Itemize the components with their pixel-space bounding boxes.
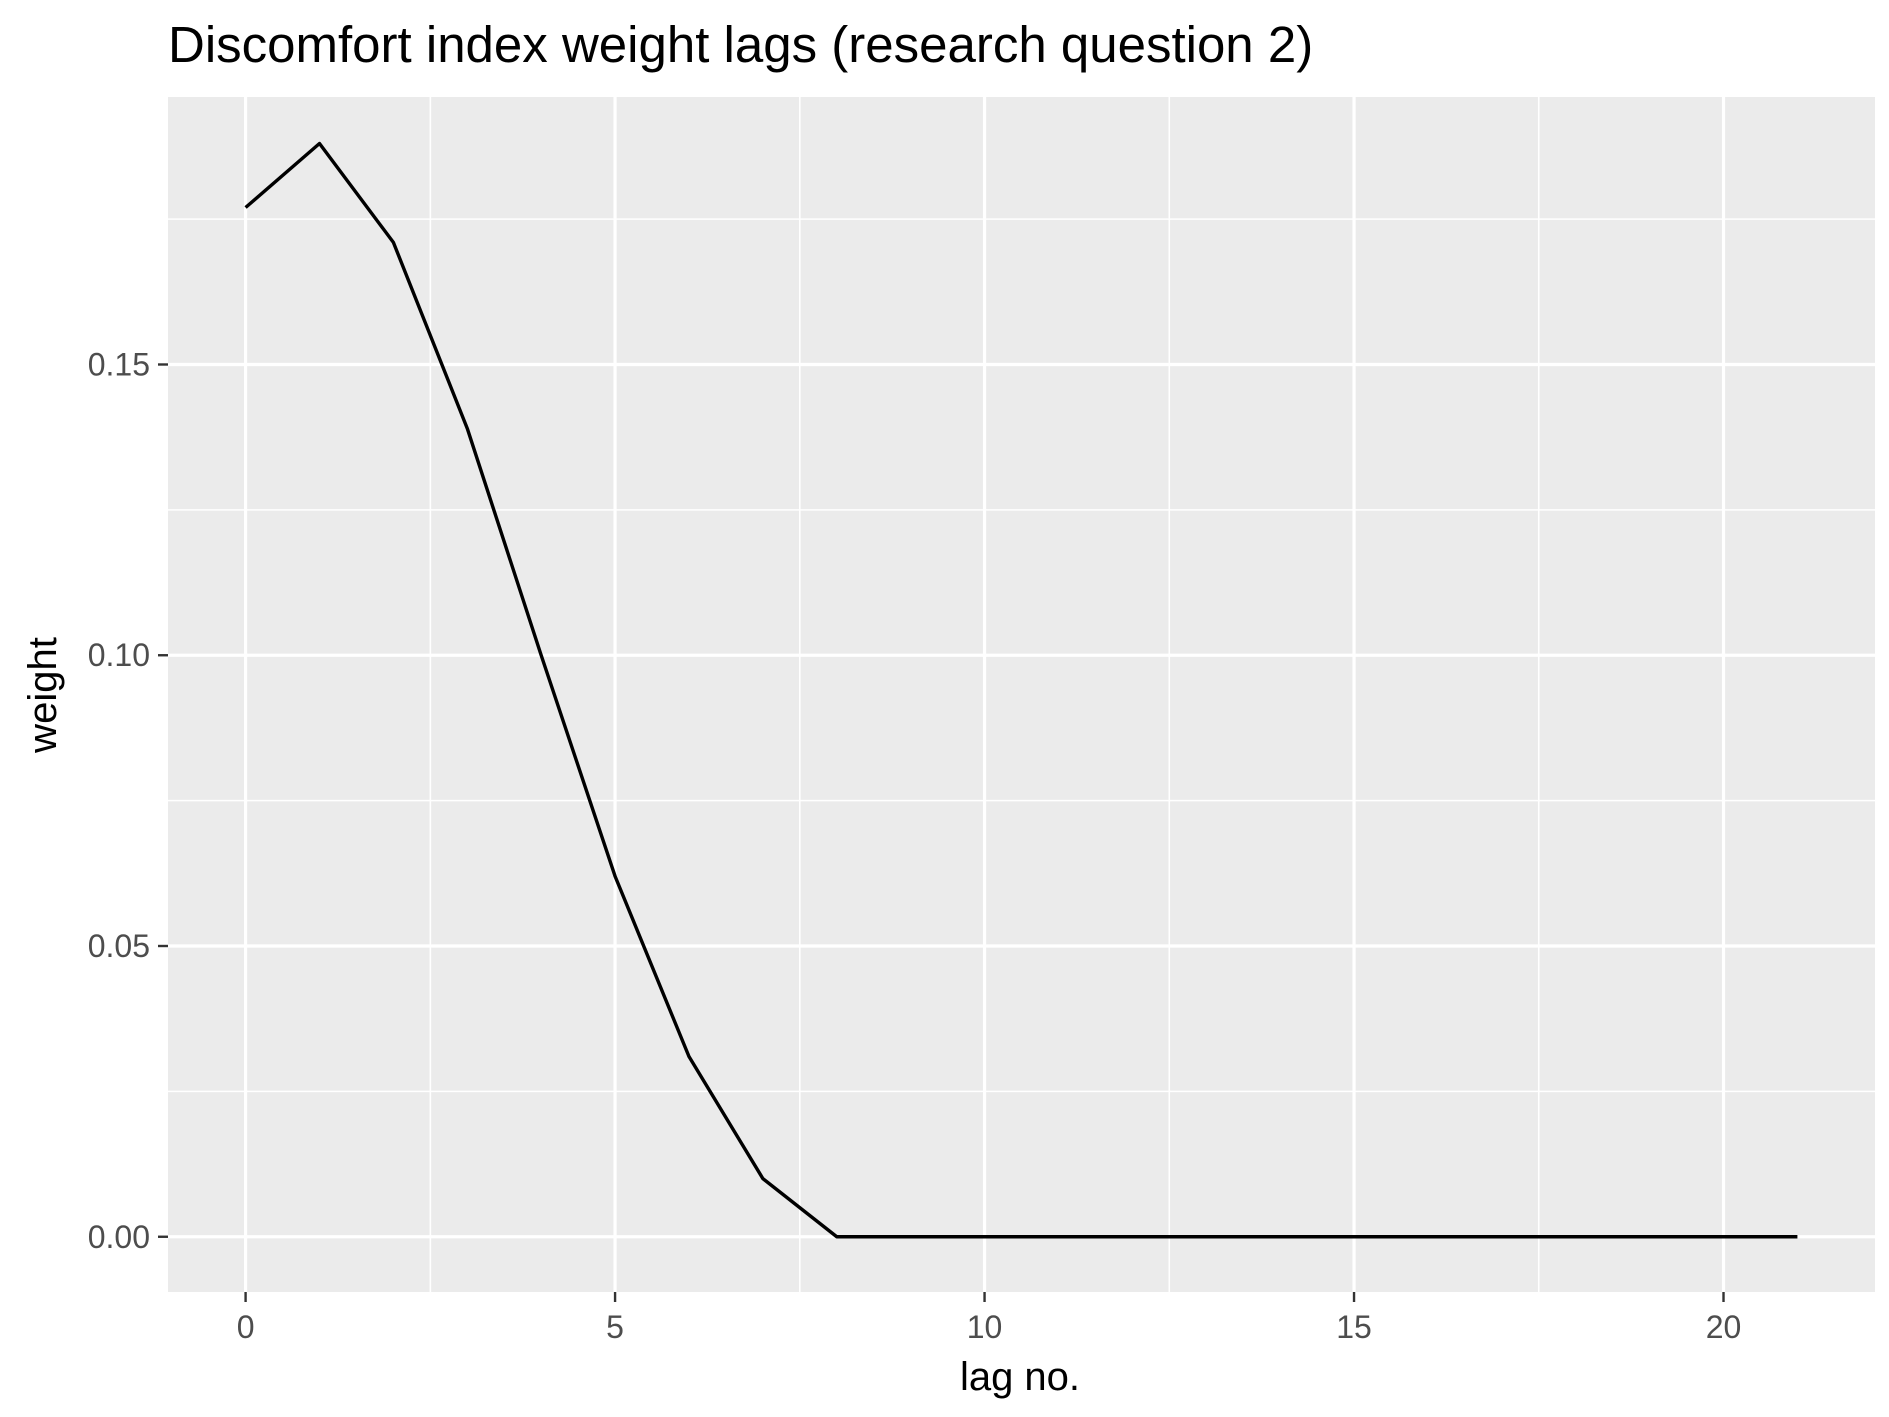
y-tick-label: 0.15	[88, 346, 150, 382]
x-tick-label: 10	[967, 1309, 1003, 1345]
plot-panel	[168, 97, 1875, 1292]
y-axis-label: weight	[21, 637, 65, 754]
series-layer	[244, 141, 1798, 1239]
x-tick-label: 0	[237, 1309, 255, 1345]
x-tick-label: 20	[1706, 1309, 1742, 1345]
y-tick-label: 0.05	[88, 928, 150, 964]
series-line-0	[244, 141, 1798, 1239]
minor-gridlines	[168, 97, 1875, 1292]
chart-title: Discomfort index weight lags (research q…	[168, 16, 1313, 73]
x-axis: 0 5 10 15 20	[237, 1292, 1742, 1345]
x-axis-label: lag no.	[960, 1355, 1080, 1399]
y-axis: 0.00 0.05 0.10 0.15	[88, 346, 168, 1255]
y-tick-label: 0.00	[88, 1219, 150, 1255]
x-tick-label: 15	[1336, 1309, 1372, 1345]
x-tick-label: 5	[606, 1309, 624, 1345]
y-tick-label: 0.10	[88, 637, 150, 673]
